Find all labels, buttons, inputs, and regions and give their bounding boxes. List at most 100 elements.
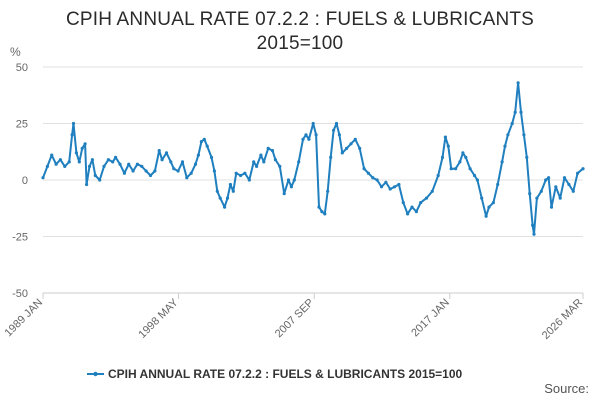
data-point[interactable]: [74, 151, 78, 155]
data-point[interactable]: [122, 171, 126, 175]
data-point[interactable]: [286, 178, 291, 182]
data-point[interactable]: [516, 81, 520, 85]
data-point[interactable]: [231, 189, 235, 193]
data-point[interactable]: [311, 121, 315, 126]
data-point[interactable]: [487, 205, 491, 209]
data-point[interactable]: [83, 142, 87, 146]
data-point[interactable]: [472, 173, 477, 178]
data-point[interactable]: [362, 167, 366, 171]
data-point[interactable]: [449, 167, 453, 171]
data-point[interactable]: [424, 196, 429, 200]
data-point[interactable]: [468, 167, 472, 171]
data-point[interactable]: [262, 160, 266, 164]
data-point[interactable]: [106, 158, 110, 162]
data-point[interactable]: [314, 133, 318, 137]
data-point[interactable]: [114, 155, 118, 159]
data-point[interactable]: [513, 110, 517, 114]
data-point[interactable]: [98, 178, 102, 182]
data-point[interactable]: [58, 158, 63, 162]
data-point[interactable]: [70, 133, 74, 137]
data-point[interactable]: [519, 110, 523, 114]
data-point[interactable]: [464, 155, 468, 159]
data-point[interactable]: [320, 210, 324, 214]
data-point[interactable]: [496, 182, 500, 187]
data-point[interactable]: [189, 171, 193, 175]
data-point[interactable]: [148, 173, 153, 178]
data-point[interactable]: [169, 160, 173, 164]
data-point[interactable]: [140, 164, 144, 168]
data-point[interactable]: [127, 162, 131, 166]
data-point[interactable]: [80, 146, 84, 150]
data-point[interactable]: [209, 155, 214, 159]
data-point[interactable]: [212, 169, 216, 173]
data-point[interactable]: [234, 171, 238, 175]
data-point[interactable]: [510, 121, 514, 126]
data-point[interactable]: [410, 205, 414, 209]
data-point[interactable]: [118, 162, 122, 166]
data-point[interactable]: [45, 164, 50, 168]
data-point[interactable]: [397, 182, 401, 187]
data-point[interactable]: [440, 155, 445, 159]
data-point[interactable]: [301, 137, 305, 141]
data-point[interactable]: [544, 178, 548, 182]
data-point[interactable]: [67, 160, 71, 164]
data-point[interactable]: [326, 189, 330, 193]
data-point[interactable]: [90, 158, 94, 162]
data-point[interactable]: [252, 160, 256, 164]
data-point[interactable]: [458, 160, 462, 164]
data-point[interactable]: [172, 167, 176, 171]
data-point[interactable]: [50, 153, 54, 157]
data-point[interactable]: [297, 160, 301, 164]
data-point[interactable]: [111, 160, 115, 164]
data-point[interactable]: [185, 176, 189, 180]
data-point[interactable]: [379, 185, 384, 189]
data-point[interactable]: [157, 149, 161, 153]
data-point[interactable]: [531, 223, 535, 227]
data-point[interactable]: [304, 133, 308, 137]
data-point[interactable]: [202, 137, 206, 141]
data-point[interactable]: [225, 196, 230, 200]
data-point[interactable]: [41, 176, 45, 180]
data-point[interactable]: [223, 205, 227, 209]
data-point[interactable]: [475, 178, 479, 182]
data-point[interactable]: [340, 151, 344, 155]
data-point[interactable]: [358, 146, 362, 150]
data-point[interactable]: [500, 160, 504, 164]
data-point[interactable]: [491, 201, 495, 205]
data-point[interactable]: [332, 128, 336, 132]
data-point[interactable]: [131, 169, 135, 173]
data-point[interactable]: [93, 173, 97, 178]
data-point[interactable]: [273, 158, 277, 162]
data-point[interactable]: [345, 146, 349, 150]
data-point[interactable]: [419, 201, 423, 205]
legend[interactable]: CPIH ANNUAL RATE 07.2.2 : FUELS & LUBRIC…: [87, 367, 463, 381]
data-point[interactable]: [528, 192, 532, 196]
data-point[interactable]: [228, 182, 232, 187]
data-point[interactable]: [576, 171, 580, 175]
data-point[interactable]: [102, 164, 106, 168]
data-point[interactable]: [525, 155, 529, 159]
data-point[interactable]: [366, 171, 370, 175]
data-point[interactable]: [71, 121, 76, 126]
data-point[interactable]: [289, 185, 293, 189]
data-point[interactable]: [535, 196, 539, 200]
data-point[interactable]: [430, 189, 434, 193]
data-point[interactable]: [581, 167, 585, 171]
data-point[interactable]: [522, 133, 526, 137]
data-point[interactable]: [562, 176, 567, 180]
data-point[interactable]: [77, 160, 81, 164]
data-point[interactable]: [54, 162, 58, 166]
data-point[interactable]: [532, 232, 536, 236]
legend-label[interactable]: CPIH ANNUAL RATE 07.2.2 : FUELS & LUBRIC…: [108, 367, 463, 381]
data-point[interactable]: [63, 164, 67, 168]
data-point[interactable]: [164, 151, 169, 155]
data-point[interactable]: [282, 192, 286, 196]
data-point[interactable]: [239, 173, 243, 178]
data-point[interactable]: [388, 187, 392, 191]
data-point[interactable]: [199, 140, 203, 144]
data-point[interactable]: [243, 171, 247, 175]
data-point[interactable]: [323, 212, 327, 216]
data-point[interactable]: [414, 210, 418, 214]
data-point[interactable]: [180, 160, 185, 164]
data-point[interactable]: [506, 133, 510, 137]
